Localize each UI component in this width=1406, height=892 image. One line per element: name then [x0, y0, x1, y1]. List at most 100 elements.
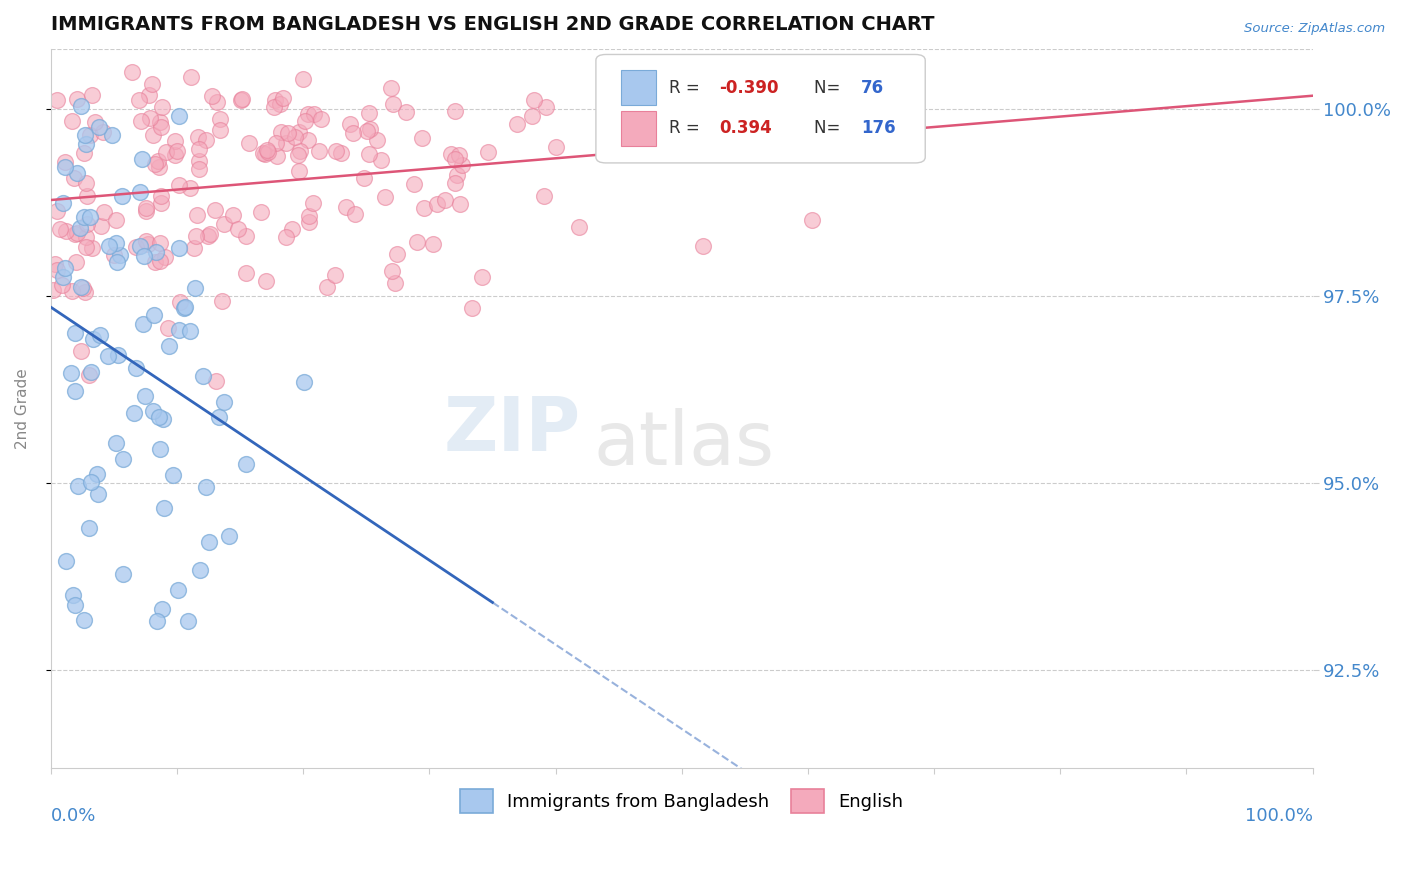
Point	[471, 269, 494, 284]
Point	[139, 111, 162, 125]
Point	[359, 122, 381, 136]
Point	[191, 369, 214, 384]
Point	[450, 197, 472, 211]
Point	[385, 246, 408, 260]
Point	[297, 106, 319, 120]
Point	[235, 457, 257, 471]
Point	[97, 349, 120, 363]
Point	[287, 164, 309, 178]
Point	[165, 147, 187, 161]
Point	[477, 145, 499, 160]
Point	[75, 136, 97, 151]
Point	[212, 395, 235, 409]
Point	[104, 213, 127, 227]
Point	[250, 205, 273, 219]
Point	[153, 250, 176, 264]
Point	[141, 77, 163, 91]
Point	[208, 409, 231, 424]
Point	[302, 195, 325, 210]
Point	[75, 230, 97, 244]
Point	[150, 602, 173, 616]
Point	[148, 160, 170, 174]
Point	[335, 200, 357, 214]
Point	[53, 155, 76, 169]
Point	[70, 343, 93, 358]
Point	[73, 285, 96, 300]
Point	[143, 157, 166, 171]
Point	[41, 283, 63, 297]
Point	[63, 599, 86, 613]
Point	[544, 140, 567, 154]
Point	[446, 168, 468, 182]
Point	[356, 124, 378, 138]
Point	[107, 348, 129, 362]
Point	[111, 189, 134, 203]
Point	[179, 325, 201, 339]
Legend: Immigrants from Bangladesh, English: Immigrants from Bangladesh, English	[453, 782, 910, 820]
Point	[257, 145, 280, 159]
Point	[132, 249, 155, 263]
Point	[149, 442, 172, 456]
Point	[142, 403, 165, 417]
Point	[404, 177, 426, 191]
Point	[162, 467, 184, 482]
Point	[89, 328, 111, 343]
Point	[180, 70, 202, 85]
Point	[142, 309, 165, 323]
Point	[128, 93, 150, 107]
Point	[222, 208, 245, 222]
Point	[108, 248, 131, 262]
Point	[53, 261, 76, 276]
Point	[298, 215, 321, 229]
Text: IMMIGRANTS FROM BANGLADESH VS ENGLISH 2ND GRADE CORRELATION CHART: IMMIGRANTS FROM BANGLADESH VS ENGLISH 2N…	[51, 15, 935, 34]
FancyBboxPatch shape	[596, 54, 925, 163]
Point	[284, 130, 307, 145]
Point	[801, 213, 824, 227]
Text: atlas: atlas	[593, 408, 775, 481]
Point	[422, 236, 444, 251]
Point	[184, 281, 207, 295]
Point	[76, 218, 98, 232]
Point	[89, 120, 111, 134]
Point	[298, 209, 321, 223]
Point	[82, 332, 104, 346]
Point	[152, 412, 174, 426]
Point	[77, 521, 100, 535]
Text: R =: R =	[669, 78, 704, 96]
Point	[167, 582, 190, 597]
Point	[394, 104, 416, 119]
Point	[44, 257, 66, 271]
Point	[266, 136, 288, 150]
FancyBboxPatch shape	[621, 70, 657, 104]
Point	[382, 96, 405, 111]
Point	[66, 92, 89, 106]
Point	[274, 136, 297, 150]
Point	[198, 534, 221, 549]
Point	[173, 301, 195, 315]
Point	[146, 614, 169, 628]
Point	[60, 114, 83, 128]
Point	[520, 109, 543, 123]
Point	[82, 241, 104, 255]
Point	[186, 229, 208, 244]
Point	[70, 98, 93, 112]
Point	[72, 146, 94, 161]
Point	[650, 95, 672, 110]
Point	[107, 255, 129, 269]
Point	[444, 152, 467, 166]
Point	[86, 487, 108, 501]
Point	[311, 112, 333, 127]
Point	[567, 220, 589, 235]
Point	[104, 235, 127, 250]
Point	[65, 384, 87, 398]
Point	[603, 95, 626, 109]
Point	[231, 92, 253, 106]
Point	[374, 189, 396, 203]
Point	[281, 222, 304, 236]
Point	[325, 144, 347, 158]
Point	[329, 146, 352, 161]
Point	[238, 136, 260, 150]
Point	[76, 189, 98, 203]
Point	[142, 128, 165, 142]
Point	[271, 91, 294, 105]
